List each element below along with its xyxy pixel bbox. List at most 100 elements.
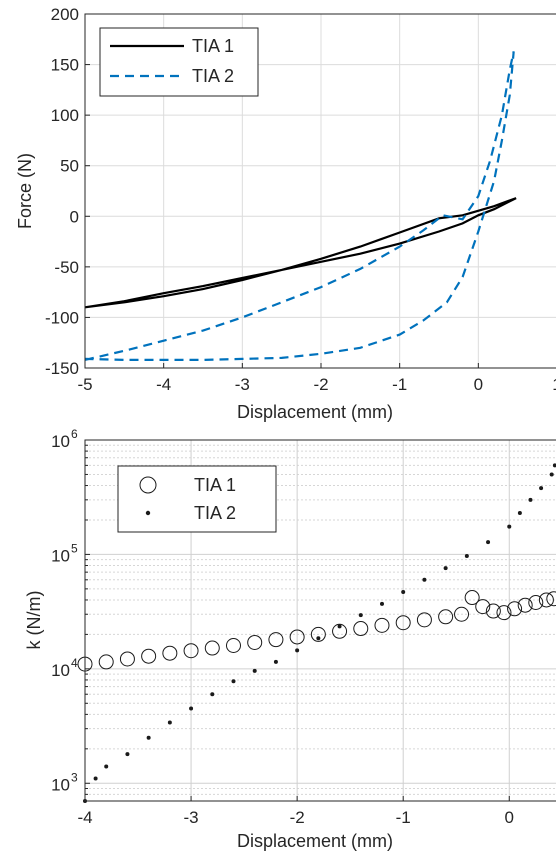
series-2-point xyxy=(93,776,98,781)
series-2-point xyxy=(295,648,300,653)
series-2-point xyxy=(337,624,342,629)
y-tick-label: 0 xyxy=(70,207,79,226)
grid xyxy=(85,439,556,802)
series-2-point xyxy=(539,486,544,491)
series-1-point xyxy=(374,617,390,633)
x-tick-label: -2 xyxy=(313,375,328,394)
series-2-point xyxy=(273,659,278,664)
series-2-point xyxy=(189,706,194,711)
series-1-point xyxy=(162,645,178,661)
y-tick-label: 10 xyxy=(51,432,70,451)
series-2-point xyxy=(464,553,469,558)
series-1-point xyxy=(485,603,501,619)
y-axis-label: k (N/m) xyxy=(24,591,44,650)
series-1-point xyxy=(119,651,135,667)
y-tick-label: 10 xyxy=(51,546,70,565)
y-axis-label: Force (N) xyxy=(15,153,35,229)
y-tick-label: 50 xyxy=(60,157,79,176)
series-1-point xyxy=(183,643,199,659)
series-1-point xyxy=(438,609,454,625)
series-2-point xyxy=(379,601,384,606)
x-tick-label: -4 xyxy=(77,808,92,827)
series-2-point xyxy=(517,511,522,516)
x-axis-label: Displacement (mm) xyxy=(237,831,393,851)
legend-box xyxy=(99,27,259,97)
y-tick-exponent: 3 xyxy=(71,770,78,784)
legend-box xyxy=(117,465,277,533)
y-tick-label: 150 xyxy=(51,56,79,75)
series-1-point xyxy=(98,654,114,670)
series-1-point xyxy=(475,599,491,615)
series-line-2 xyxy=(84,51,515,361)
x-tick-label: -3 xyxy=(184,808,199,827)
series-layer xyxy=(84,51,517,361)
x-tick-label: -1 xyxy=(392,375,407,394)
force-displacement-chart: -5 -4 -3 -2 -1 0 1 -150 -100 -50 0 50 100 150 200 TIA … xyxy=(15,5,556,422)
series-2-point xyxy=(443,566,448,571)
series-1-point xyxy=(464,590,480,606)
grid xyxy=(85,14,556,368)
y-tick-exponent: 6 xyxy=(71,427,78,441)
y-tick-label: -150 xyxy=(45,359,79,378)
series-1-point xyxy=(289,629,305,645)
series-2-point xyxy=(210,692,215,697)
series-1-point xyxy=(310,626,326,642)
series-1-point xyxy=(496,605,512,621)
x-tick-label: 0 xyxy=(505,808,514,827)
series-1-point xyxy=(204,640,220,656)
y-tick-label: 100 xyxy=(51,106,79,125)
series-1-point xyxy=(268,632,284,648)
x-tick-label: -4 xyxy=(156,375,171,394)
series-line-1 xyxy=(84,197,517,309)
series-2-point xyxy=(507,524,512,529)
y-tick-label: 10 xyxy=(51,661,70,680)
y-tick-label: -100 xyxy=(45,308,79,327)
y-tick-label: -50 xyxy=(54,258,79,277)
series-1-point xyxy=(546,591,556,607)
series-2-point xyxy=(146,735,151,740)
series-2-point xyxy=(252,668,257,673)
legend-label-1: TIA 1 xyxy=(194,475,236,495)
series-2-point xyxy=(316,636,321,641)
legend: TIA 1 TIA 2 xyxy=(99,27,259,97)
legend-marker-2 xyxy=(145,510,151,516)
series-1-point xyxy=(528,595,544,611)
series-2-point xyxy=(104,764,109,769)
series-2-point xyxy=(486,540,491,545)
series-2-point xyxy=(167,720,172,725)
series-1-point xyxy=(507,601,523,617)
series-2-point xyxy=(401,589,406,594)
series-1-point xyxy=(454,606,470,622)
series-2-point xyxy=(549,472,554,477)
axes-box xyxy=(84,439,556,802)
x-tick-label: -2 xyxy=(290,808,305,827)
x-tick-label: 0 xyxy=(474,375,483,394)
y-tick-label: 200 xyxy=(51,5,79,24)
legend-marker-1 xyxy=(139,476,157,494)
x-tick-label: 1 xyxy=(552,375,556,394)
series-2-point xyxy=(552,463,556,468)
series-2-point xyxy=(358,613,363,618)
series-2-point xyxy=(528,497,533,502)
series-1-point xyxy=(332,623,348,639)
series-1-point xyxy=(517,597,533,613)
x-axis-label: Displacement (mm) xyxy=(237,402,393,422)
series-1-point xyxy=(395,615,411,631)
series-1-point xyxy=(141,648,157,664)
series-1-point xyxy=(225,637,241,653)
series-2-point xyxy=(231,679,236,684)
x-tick-label: -3 xyxy=(235,375,250,394)
series-2-point xyxy=(125,752,130,757)
series-1-point xyxy=(538,592,554,608)
series-1-point xyxy=(247,634,263,650)
y-tick-exponent: 5 xyxy=(71,541,78,555)
x-tick-label: -1 xyxy=(396,808,411,827)
legend-label-1: TIA 1 xyxy=(192,36,234,56)
legend-label-2: TIA 2 xyxy=(194,503,236,523)
legend-label-2: TIA 2 xyxy=(192,66,234,86)
x-tick-label: -5 xyxy=(77,375,92,394)
series-1-point xyxy=(353,621,369,637)
